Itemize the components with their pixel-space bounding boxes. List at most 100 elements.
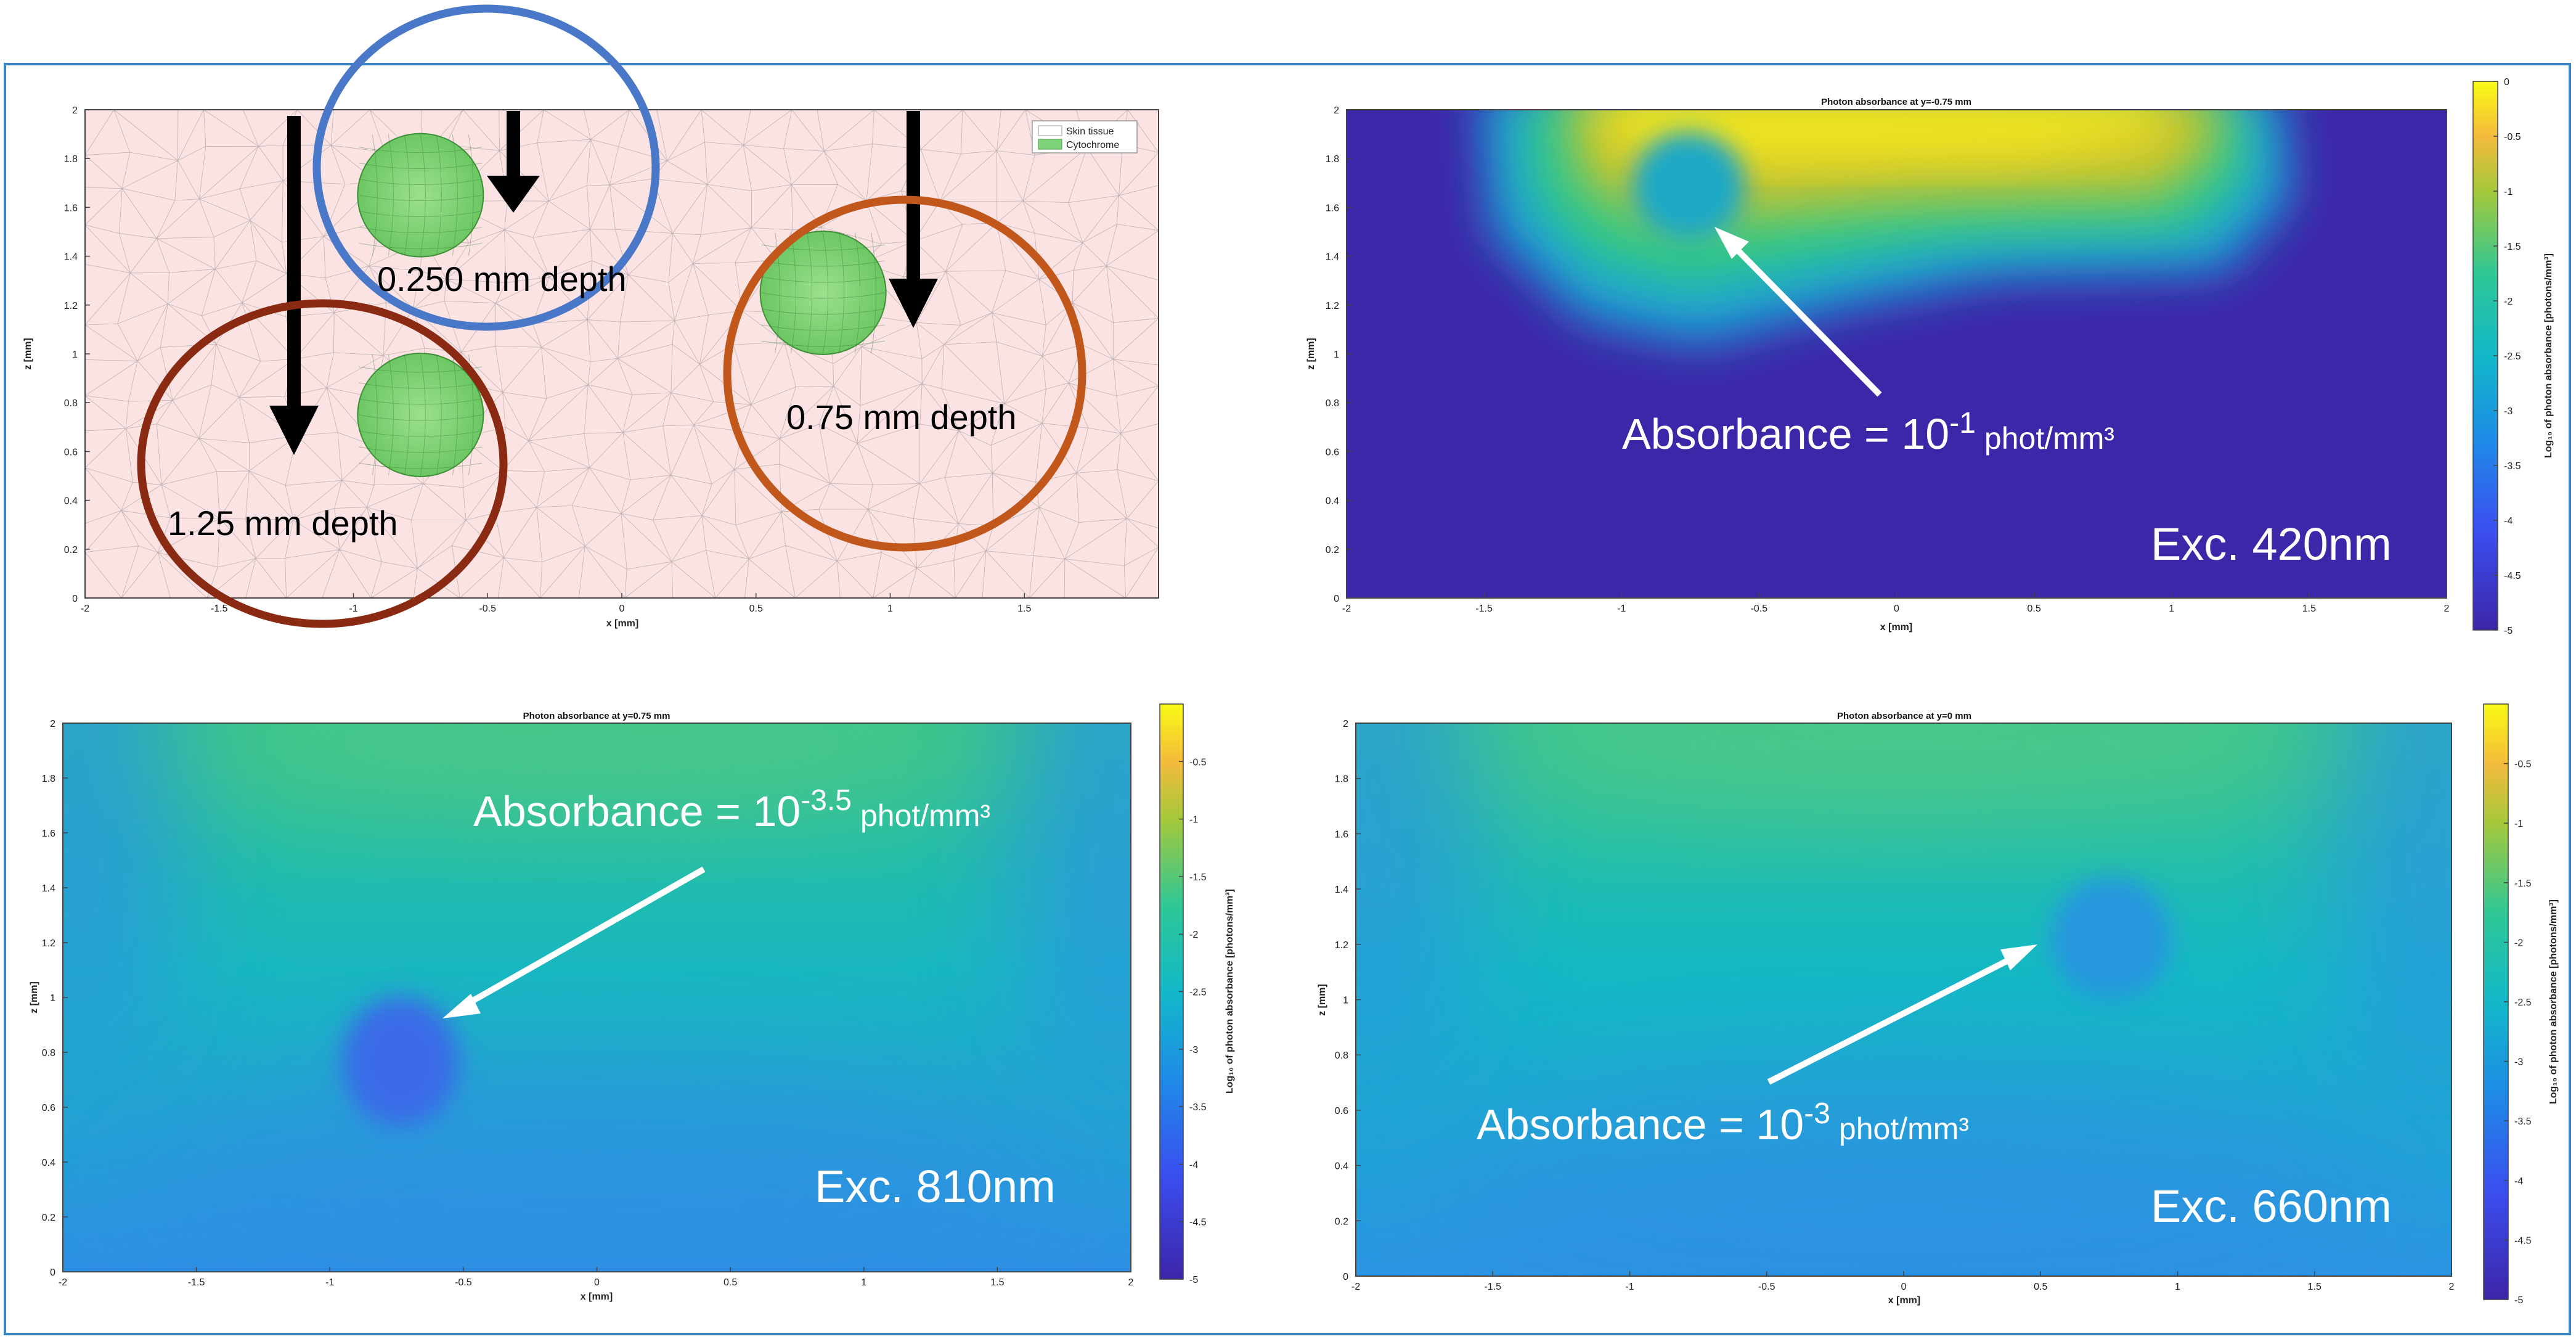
heatmap-660-ytick-label: 1.8 (1335, 774, 1348, 785)
heatmap-660-xlabel: x [mm] (1888, 1295, 1920, 1306)
cytochrome-spheres (357, 133, 887, 477)
geometry-xlabel: x [mm] (606, 618, 638, 629)
heatmap-420-ytick-label: 1.6 (1326, 203, 1339, 213)
heatmap-810-xtick-label: 1.5 (990, 1277, 1004, 1288)
colorbar-810-tick-label: -2 (1189, 930, 1198, 940)
colorbar-420-tick-label: -2.5 (2504, 351, 2521, 362)
heatmap-810nm: Photon absorbance at y=0.75 mm -2 -1.5 -1-… (29, 703, 1235, 1302)
geometry-ytick-label: 2 (72, 105, 78, 116)
depth-arrows (269, 111, 938, 455)
geometry-xtick-label: -0.5 (479, 604, 496, 614)
geometry-xtick-label: -2 (81, 604, 89, 614)
heatmap-420-ytick-label: 0.6 (1326, 447, 1339, 457)
colorbar-420-tick-label: -4 (2504, 516, 2513, 526)
heatmap-420-xtick-label: -1 (1617, 604, 1626, 614)
colorbar-660-label: Log₁₀ of photon absorbance [photons/mm³] (2548, 899, 2559, 1104)
heatmap-810-axes: -2 -1.5 -1 -0.5 0 0.5 1 1.5 2 0 0.2 0.4 0.6 0.8 1 1.2 1.… (42, 719, 1134, 1288)
ring-125-depth (137, 299, 508, 628)
geometry-xtick-label: 0.5 (749, 604, 763, 614)
heatmap-420-ytick-label: 1 (1334, 350, 1339, 360)
heatmap-420-title: Photon absorbance at y=-0.75 mm (1821, 97, 1971, 107)
geometry-ytick-label: 1.2 (64, 301, 78, 311)
heatmap-420-xtick-label: 0.5 (2028, 604, 2041, 614)
heatmap-420-ytick-label: 0 (1334, 594, 1339, 604)
colorbar-420-tick-label: -3 (2504, 406, 2513, 417)
arrow-660 (1767, 944, 2037, 1085)
annotation-420: Absorbance = 10-1 phot/mm³ (1622, 407, 2114, 458)
heatmap-660-xtick-label: 2 (2449, 1282, 2455, 1292)
ring-075-depth (723, 195, 1086, 552)
excitation-420: Exc. 420nm (2151, 518, 2392, 570)
sphere-125 (357, 353, 484, 477)
heatmap-660-ytick-label: 1.6 (1335, 829, 1348, 840)
heatmap-660-xtick-label: 1 (2175, 1282, 2180, 1292)
heatmap-660-axes: -2 -1.5 -1 -0.5 0 0.5 1 1.5 2 0 0.2 0.4 0.6 0.8 1 1.2 1.… (1335, 719, 2455, 1292)
colorbar-810-tick-label: -1.5 (1189, 872, 1207, 883)
colorbar-810-label: Log₁₀ of photon absorbance [photons/mm³] (1225, 889, 1235, 1094)
geometry-legend: Skin tissue Cytochrome (1032, 120, 1138, 154)
heatmap-420-ytick-label: 0.4 (1326, 496, 1339, 507)
geometry-ytick-label: 1.6 (64, 203, 78, 213)
colorbar-810-tick-label: -4.5 (1189, 1218, 1207, 1228)
geometry-ytick-label: 0.8 (64, 398, 78, 409)
heatmap-420-ytick-label: 1.2 (1326, 301, 1339, 311)
ring-0250-depth (312, 4, 660, 331)
geometry-panel: -2 -1.5 -1 -0.5 0 0.5 1 1.5 0 0.2 0.4 0.6 0.8 1 1.2 1.4… (23, 4, 1159, 629)
heatmap-810-xtick-label: 0.5 (723, 1277, 737, 1288)
heatmap-660-ytick-label: 0.8 (1335, 1050, 1348, 1061)
colorbar-420-tick-label: 0 (2504, 77, 2509, 88)
colorbar-660-ticks: -0.5 -1 -1.5 -2 -2.5 -3 -3.5 -4 -4.5 -5 (2504, 760, 2532, 1306)
heatmap-420-ytick-label: 0.8 (1326, 398, 1339, 409)
colorbar-810-tick-label: -3 (1189, 1045, 1198, 1055)
colorbar-420-tick-label: -2 (2504, 297, 2513, 307)
geometry-ytick-label: 0.4 (64, 496, 78, 507)
heatmap-810-ytick-label: 1.4 (42, 883, 55, 894)
heatmap-810-ytick-label: 0 (50, 1267, 55, 1278)
heatmap-810-xtick-label: -1 (325, 1277, 334, 1288)
heatmap-660-ylabel: z [mm] (1317, 984, 1327, 1016)
colorbar-420-tick-label: -0.5 (2504, 132, 2521, 142)
geometry-xtick-label: 0 (619, 604, 625, 614)
legend-cytochrome: Cytochrome (1066, 140, 1119, 150)
heatmap-660-ytick-label: 1.4 (1335, 885, 1348, 895)
heatmap-420-xtick-label: 0 (1894, 604, 1899, 614)
heatmap-810-ytick-label: 2 (50, 719, 55, 729)
heatmap-420-xtick-label: -2 (1342, 604, 1351, 614)
heatmap-660-xtick-label: 0 (1901, 1282, 1907, 1292)
geometry-xtick-label: 1.5 (1017, 604, 1031, 614)
heatmap-420-ylabel: z [mm] (1306, 338, 1316, 370)
colorbar-660-tick-label: -2 (2514, 938, 2523, 948)
colorbar-420-tick-label: -1 (2504, 187, 2513, 197)
colorbar-810-ticks: -0.5 -1 -1.5 -2 -2.5 -3 -3.5 -4 -4.5 -5 (1179, 757, 1207, 1285)
excitation-660: Exc. 660nm (2151, 1181, 2392, 1232)
depth-label-0250: 0.250 mm depth (377, 260, 627, 298)
colorbar-420-tick-label: -1.5 (2504, 242, 2521, 252)
arrow-810 (442, 866, 706, 1018)
heatmap-660-xtick-label: -0.5 (1758, 1282, 1775, 1292)
legend-skin-tissue: Skin tissue (1066, 126, 1114, 137)
excitation-810: Exc. 810nm (815, 1161, 1056, 1212)
heatmap-810-xtick-label: 2 (1128, 1277, 1134, 1288)
geometry-ytick-label: 1.4 (64, 252, 78, 263)
heatmap-660-xtick-label: 1.5 (2308, 1282, 2321, 1292)
colorbar-660-tick-label: -2.5 (2514, 997, 2532, 1008)
heatmap-660-ytick-label: 0 (1343, 1272, 1348, 1282)
annotation-660: Absorbance = 10-3 phot/mm³ (1477, 1097, 1969, 1149)
heatmap-810-xtick-label: 0 (594, 1277, 600, 1288)
heatmap-660-ytick-label: 2 (1343, 719, 1348, 729)
colorbar-660-tick-label: -4.5 (2514, 1235, 2532, 1246)
geometry-ytick-label: 1 (72, 350, 78, 360)
colorbar-420-tick-label: -5 (2504, 626, 2513, 636)
heatmap-810-xlabel: x [mm] (581, 1292, 613, 1302)
heatmap-810-ytick-label: 1.6 (42, 829, 55, 839)
heatmap-660-ytick-label: 0.2 (1335, 1216, 1348, 1227)
colorbar-660-tick-label: -1.5 (2514, 878, 2532, 889)
heatmap-810-ytick-label: 1 (50, 993, 55, 1004)
heatmap-420-xtick-label: -0.5 (1751, 604, 1768, 614)
depth-label-125: 1.25 mm depth (168, 504, 398, 543)
heatmap-660-xtick-label: -1 (1625, 1282, 1634, 1292)
depth-label-075: 0.75 mm depth (786, 398, 1017, 436)
geometry-ytick-label: 0 (72, 594, 78, 604)
heatmap-420-ytick-label: 1.4 (1326, 252, 1339, 263)
